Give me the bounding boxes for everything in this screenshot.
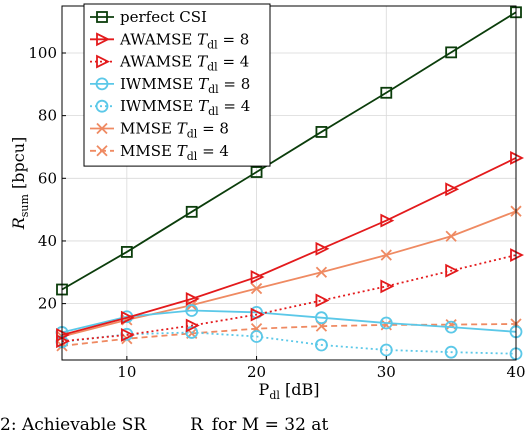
legend-label: MMSE Tdl = 8 — [120, 120, 229, 141]
square-marker — [250, 166, 263, 178]
x-tick-label: 20 — [247, 363, 266, 381]
y-tick-label: 100 — [28, 44, 57, 62]
y-tick-label: 80 — [38, 107, 57, 125]
legend-label: MMSE Tdl = 4 — [120, 142, 229, 163]
triangle-marker — [250, 307, 265, 322]
legend-entry-awamse-8: AWAMSE Tdl = 8 — [90, 30, 249, 51]
legend-entry-mmse-4: MMSE Tdl = 4 — [90, 142, 229, 163]
cross-marker — [96, 122, 108, 135]
y-tick-label: 20 — [38, 295, 57, 313]
legend-label: IWMMSE Tdl = 8 — [120, 75, 250, 96]
y-tick-label: 40 — [38, 232, 57, 250]
legend-entry-iwmmse-4: IWMMSE Tdl = 4 — [90, 97, 250, 118]
circle-marker — [185, 304, 199, 317]
cross-marker — [315, 266, 328, 278]
series-line-awamse-8 — [61, 157, 517, 336]
series-line-mmse-8 — [61, 210, 517, 338]
square-marker — [445, 46, 458, 59]
ticks: 10 20 30 40 20 40 60 80 100 — [28, 44, 525, 381]
plot-frame — [61, 5, 517, 361]
legend-entry-perfect-csi: perfect CSI — [90, 8, 207, 26]
circle-marker — [95, 77, 109, 91]
cross-marker — [250, 282, 263, 295]
triangle-marker — [445, 263, 460, 278]
square-marker — [96, 11, 108, 23]
legend-label: AWAMSE Tdl = 8 — [119, 30, 249, 51]
square-marker — [380, 86, 393, 99]
y-axis-label: Rsum [bpcu] — [9, 137, 31, 231]
series-line-iwmmse-8 — [61, 309, 517, 334]
cross-marker — [380, 249, 392, 261]
triangle-marker — [185, 291, 200, 306]
circle-marker — [444, 320, 458, 334]
square-marker — [120, 246, 133, 258]
x-axis-label: Pdl [dB] — [259, 380, 320, 402]
triangle-marker — [120, 327, 135, 342]
cross-marker — [96, 145, 108, 157]
triangle-marker — [315, 293, 330, 308]
circle-marker — [315, 311, 328, 325]
x-tick-label: 10 — [117, 363, 136, 381]
triangle-marker — [96, 54, 111, 69]
circle-marker — [95, 99, 109, 113]
triangle-marker — [120, 310, 135, 325]
legend-label: IWMMSE Tdl = 4 — [120, 97, 250, 118]
circle-marker — [444, 345, 458, 359]
square-marker — [185, 205, 198, 218]
legend-entry-iwmmse-8: IWMMSE Tdl = 8 — [90, 75, 250, 96]
triangle-marker — [250, 270, 265, 284]
triangle-marker — [185, 318, 200, 333]
legend-label: AWAMSE Tdl = 4 — [119, 53, 249, 74]
triangle-marker — [445, 182, 460, 197]
y-tick-label: 60 — [38, 169, 57, 187]
triangle-marker — [315, 241, 330, 256]
circle-marker — [185, 326, 199, 339]
triangle-marker — [380, 213, 395, 228]
legend-entry-mmse-8: MMSE Tdl = 8 — [90, 120, 229, 141]
square-marker — [315, 126, 328, 138]
circle-marker — [250, 330, 263, 343]
legend-label: perfect CSI — [120, 8, 207, 26]
triangle-marker — [96, 32, 111, 47]
legend-entry-awamse-4: AWAMSE Tdl = 4 — [90, 53, 249, 74]
series-line-awamse-4 — [61, 254, 517, 343]
circle-marker — [315, 338, 328, 352]
x-tick-label: 40 — [506, 363, 525, 381]
cross-marker — [445, 230, 457, 242]
legend-box — [83, 3, 271, 167]
circle-marker — [379, 343, 393, 357]
circle-marker — [379, 316, 393, 330]
x-tick-label: 30 — [377, 363, 396, 381]
triangle-marker — [380, 279, 395, 294]
series-line-perfect-csi — [61, 11, 517, 291]
figure-caption: 2: Achievable SR R for M = 32 at — [0, 415, 328, 432]
